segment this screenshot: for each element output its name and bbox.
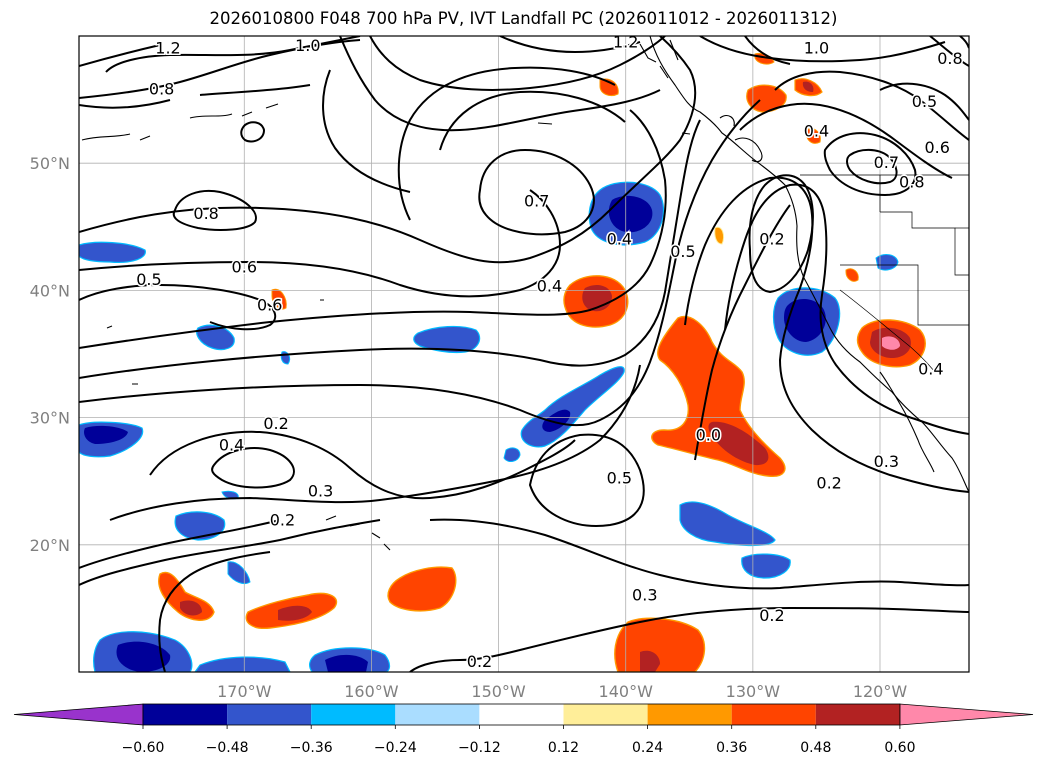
negative-anomaly-blob — [221, 254, 899, 500]
contour-label: 0.2 — [263, 414, 288, 433]
contour-label: 0.2 — [270, 511, 295, 530]
lon-tick-label: 150°W — [471, 682, 526, 701]
lon-axis: 170°W 160°W 150°W 140°W 130°W 120°W — [217, 682, 907, 701]
contour-label: 1.0 — [804, 39, 829, 58]
contour-label: 0.5 — [670, 242, 695, 261]
negative-anomaly-blob — [79, 421, 144, 458]
lon-tick-label: 170°W — [217, 682, 272, 701]
contour-label: 1.2 — [155, 39, 180, 58]
contour-label: 0.4 — [918, 359, 943, 378]
negative-anomaly-blob — [174, 511, 251, 585]
lat-tick-label: 20°N — [30, 536, 70, 555]
lon-tick-label: 130°W — [726, 682, 781, 701]
negative-anomaly-blob — [93, 631, 391, 672]
contour-label: 0.0 — [696, 425, 721, 444]
contour-label: 0.4 — [219, 436, 244, 455]
negative-anomaly-blob — [588, 181, 665, 246]
colorbar-tick-label: −0.60 — [122, 740, 165, 756]
contour-label: 0.6 — [232, 258, 257, 277]
lat-axis: 20°N 30°N 40°N 50°N — [30, 154, 70, 555]
contour-label: 0.5 — [607, 469, 632, 488]
negative-anomaly-blob — [679, 501, 791, 579]
contour-label: 0.8 — [193, 204, 218, 223]
contour-label: 0.5 — [136, 270, 161, 289]
negative-anomaly-blob — [79, 241, 146, 263]
contour-label: 0.4 — [804, 121, 829, 140]
colorbar-segment — [647, 704, 732, 725]
contour-label: 0.8 — [937, 49, 962, 68]
colorbar-tick-label: −0.36 — [290, 740, 333, 756]
map-content: 1.2 1.0 1.2 1.00.80.80.50.40.60.70.80.70.80… — [79, 32, 969, 672]
lon-tick-label: 140°W — [599, 682, 654, 701]
lat-tick-label: 50°N — [30, 154, 70, 173]
contour-label: 0.3 — [874, 452, 899, 471]
colorbar-tick-label: −0.12 — [458, 740, 501, 756]
colorbar-tick-label: −0.24 — [374, 740, 417, 756]
colorbar-segment — [227, 704, 312, 725]
lon-tick-label: 160°W — [344, 682, 399, 701]
colorbar: −0.60 −0.48 −0.36 −0.24 −0.12 0.12 0.24 0.36 0.4… — [13, 703, 1034, 756]
lon-tick-label: 120°W — [853, 682, 908, 701]
contour-label: 0.8 — [899, 172, 924, 191]
colorbar-outline — [142, 703, 901, 726]
positive-anomaly-blob — [245, 566, 457, 629]
contour-label: 0.3 — [632, 586, 657, 605]
negative-anomaly-blob — [196, 324, 235, 351]
colorbar-extend-min — [13, 703, 144, 726]
contour-label: 0.2 — [816, 474, 841, 493]
colorbar-tick-label: −0.48 — [206, 740, 249, 756]
colorbar-segment — [815, 704, 900, 725]
negative-anomaly-blob — [413, 325, 481, 354]
colorbar-tick-label: 0.60 — [884, 740, 915, 756]
colorbar-tick-label: 0.36 — [716, 740, 747, 756]
colorbar-tick-label: 0.24 — [632, 740, 663, 756]
colorbar-segment — [395, 704, 480, 725]
colorbar-extend-max — [899, 703, 1034, 726]
contour-label: 0.4 — [607, 230, 632, 249]
colorbar-segment — [479, 704, 564, 725]
contour-label: 0.2 — [759, 230, 784, 249]
contour-label: 0.5 — [912, 92, 937, 111]
colorbar-segment — [143, 704, 228, 725]
colorbar-segment — [563, 704, 648, 725]
negative-anomaly-blob — [772, 287, 841, 356]
pv-contours — [79, 36, 969, 672]
colorbar-tick-label: 0.48 — [800, 740, 831, 756]
figure-title: 2026010800 F048 700 hPa PV, IVT Landfall… — [209, 9, 838, 28]
contour-label: 0.6 — [924, 138, 949, 157]
colorbar-segment — [311, 704, 396, 725]
contour-label: 0.4 — [537, 277, 562, 296]
map-frame — [78, 35, 970, 673]
contour-label: 0.6 — [257, 296, 282, 315]
contour-labels: 1.2 1.0 1.2 1.00.80.80.50.40.60.70.80.70.80… — [135, 32, 964, 672]
lat-tick-label: 30°N — [30, 409, 70, 428]
pc-shading — [79, 53, 926, 672]
contour-label: 0.2 — [759, 606, 784, 625]
positive-anomaly-blob — [158, 571, 215, 621]
positive-anomaly-blob — [651, 315, 786, 477]
negative-anomaly-blob — [503, 366, 625, 463]
colorbar-segment — [731, 704, 816, 725]
gridlines — [79, 36, 969, 672]
colorbar-tick-label: 0.12 — [548, 740, 579, 756]
contour-label: 1.2 — [613, 32, 638, 51]
positive-anomaly-blob — [856, 319, 926, 368]
contour-label: 0.2 — [467, 652, 492, 671]
contour-label: 0.7 — [874, 153, 899, 172]
contour-label: 0.8 — [149, 79, 174, 98]
political-borders — [800, 174, 969, 373]
positive-anomaly-blob — [614, 617, 706, 672]
contour-label: 0.7 — [524, 191, 549, 210]
contour-label: 1.0 — [295, 36, 320, 55]
lat-tick-label: 40°N — [30, 281, 70, 300]
positive-anomaly-blob — [271, 53, 859, 310]
contour-label: 0.3 — [308, 481, 333, 500]
positive-anomaly-blob — [563, 275, 629, 328]
